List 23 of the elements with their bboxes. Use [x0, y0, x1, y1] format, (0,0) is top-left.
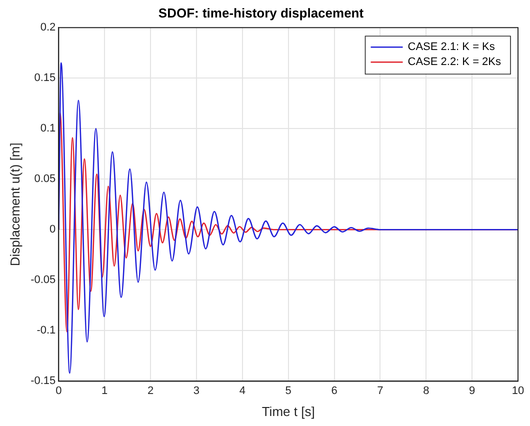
y-tick-label: 0.2: [40, 22, 56, 34]
legend-label: CASE 2.1: K = Ks: [408, 41, 496, 54]
y-axis-title: Displacement u(t) [m]: [7, 142, 22, 266]
x-tick-label: 6: [331, 384, 338, 397]
x-tick-label: 5: [285, 384, 292, 397]
y-tick-label: 0.1: [40, 122, 56, 135]
x-tick-label: 3: [193, 384, 200, 397]
chart-title: SDOF: time-history displacement: [158, 5, 364, 20]
x-tick-label: 2: [147, 384, 154, 397]
y-tick-label: -0.05: [30, 274, 56, 286]
x-tick-label: 7: [377, 384, 384, 397]
y-tick-label: 0.05: [34, 173, 56, 186]
x-tick-label: 4: [239, 384, 246, 397]
y-tick-label: -0.15: [30, 375, 56, 388]
x-tick-label: 10: [512, 384, 524, 397]
y-tick-label: -0.1: [36, 324, 56, 337]
y-tick-label: 0.15: [34, 72, 56, 84]
legend-label: CASE 2.2: K = 2Ks: [408, 56, 502, 68]
x-tick-label: 8: [423, 384, 430, 397]
y-tick-label: 0: [50, 224, 56, 236]
x-tick-label: 1: [102, 384, 108, 397]
x-tick-label: 9: [469, 384, 476, 397]
x-axis-title: Time t [s]: [262, 404, 315, 419]
